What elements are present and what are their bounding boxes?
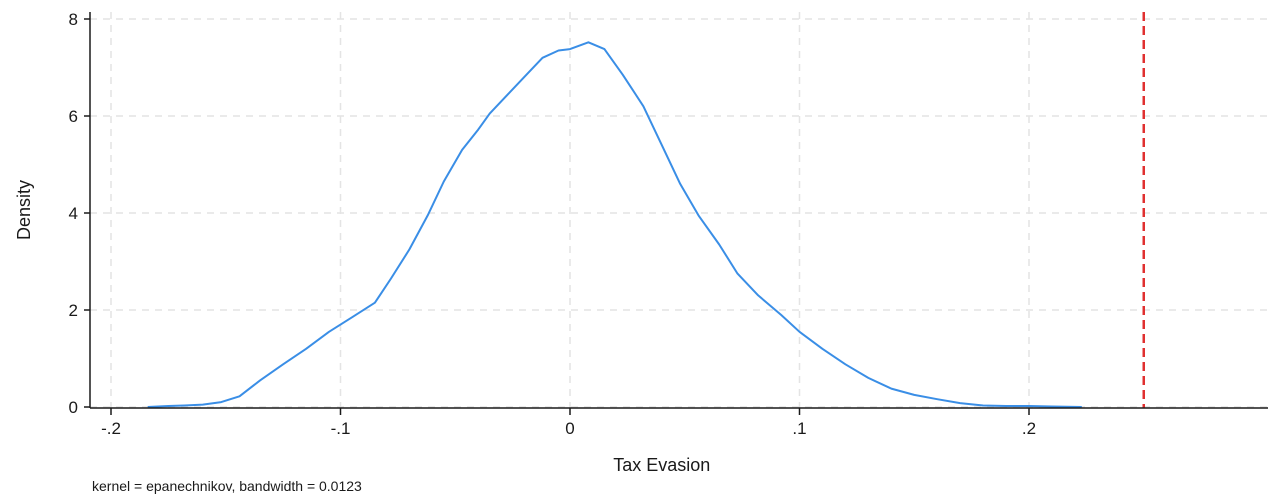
axes: 0 2 4 6 8 -.2 -.1 0 .1 .2 bbox=[69, 10, 1268, 438]
x-tick-label: .2 bbox=[1022, 419, 1036, 438]
y-tick-label: 0 bbox=[69, 398, 78, 417]
series-group bbox=[147, 41, 1082, 408]
y-tick-label: 2 bbox=[69, 301, 78, 320]
y-axis-label: Density bbox=[14, 180, 34, 240]
y-tick-label: 4 bbox=[69, 204, 78, 223]
x-tick-label: 0 bbox=[565, 419, 574, 438]
y-tick-label: 8 bbox=[69, 10, 78, 29]
density-curve bbox=[147, 41, 1082, 408]
x-tick-label: -.1 bbox=[331, 419, 351, 438]
grid-lines bbox=[90, 12, 1268, 408]
x-axis-label: Tax Evasion bbox=[613, 455, 710, 475]
y-tick-label: 6 bbox=[69, 107, 78, 126]
x-tick-label: -.2 bbox=[101, 419, 121, 438]
x-tick-label: .1 bbox=[792, 419, 806, 438]
kernel-note: kernel = epanechnikov, bandwidth = 0.012… bbox=[92, 478, 362, 494]
